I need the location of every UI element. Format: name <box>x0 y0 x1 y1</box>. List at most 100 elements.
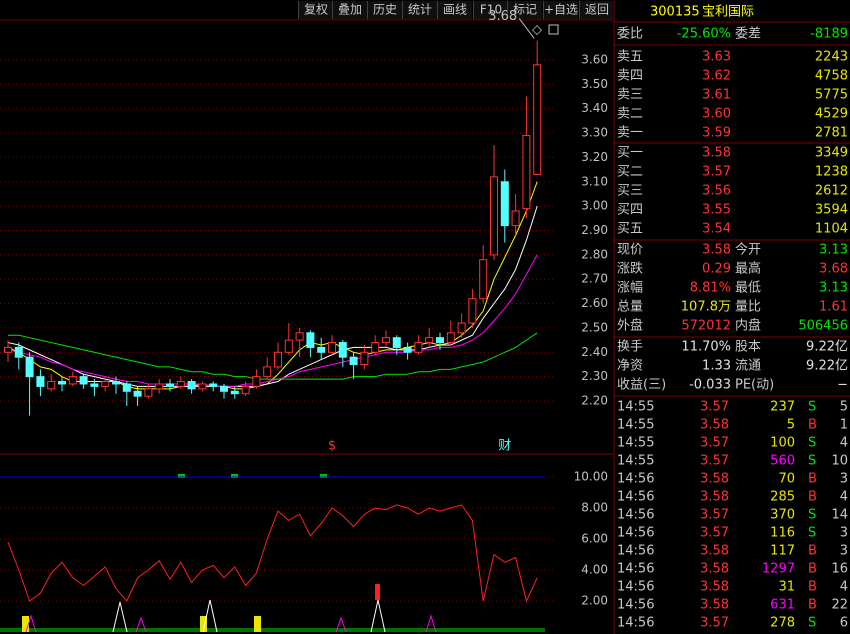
stock-name: 宝利国际 <box>702 5 754 20</box>
trade-time: 14:56 <box>617 562 654 577</box>
signal <box>202 599 218 633</box>
toolbar-button[interactable] <box>508 1 542 19</box>
candle-body <box>479 259 488 300</box>
field-label: 内盘 <box>735 318 761 334</box>
toolbar-label[interactable]: F10 <box>480 3 502 17</box>
field-value: 9.22亿 <box>806 359 848 374</box>
book-volume: 4758 <box>815 69 848 84</box>
candle-body <box>68 376 77 385</box>
y-tick-label: 2.50 <box>581 320 608 334</box>
candle-body <box>511 210 520 227</box>
book-volume: 3349 <box>815 146 848 161</box>
trade-volume: 560 <box>770 454 795 469</box>
ma-line <box>7 254 538 387</box>
candle-body <box>220 385 228 392</box>
field-label: 收益(三) <box>617 378 666 393</box>
y-tick-label: 3.50 <box>581 77 608 91</box>
field-label: 换手 <box>617 340 643 355</box>
toolbar-label[interactable]: 复权 <box>304 3 328 17</box>
trade-count: 22 <box>831 598 848 613</box>
candle-body <box>101 381 110 387</box>
trade-price: 3.58 <box>700 544 729 559</box>
book-label: 卖二 <box>617 107 643 122</box>
trade-time: 14:55 <box>617 400 654 415</box>
book-volume: 3594 <box>815 203 848 218</box>
candle-body <box>317 346 326 353</box>
candle-body <box>349 356 358 365</box>
trade-price: 3.57 <box>700 616 729 631</box>
candle-body <box>230 390 239 395</box>
candle-body <box>144 388 153 397</box>
candle-body <box>176 381 185 387</box>
indicator-line <box>7 504 538 603</box>
candle-body <box>457 322 466 334</box>
toolbar-button[interactable] <box>333 1 367 19</box>
field-value: 3.68 <box>819 262 848 277</box>
trade-price: 3.58 <box>700 580 729 595</box>
trade-volume: 285 <box>770 490 795 505</box>
toolbar-button[interactable] <box>403 1 437 19</box>
candle-body <box>306 332 315 348</box>
toolbar-label[interactable]: 画线 <box>443 3 467 17</box>
candle-body <box>155 383 164 390</box>
trade-volume: 70 <box>778 472 795 487</box>
signal <box>178 474 185 478</box>
field-label: 外盘 <box>617 318 643 334</box>
candle-body <box>166 383 174 387</box>
book-price: 3.54 <box>702 222 731 237</box>
book-price: 3.58 <box>702 146 731 161</box>
field-value: 506456 <box>798 319 848 334</box>
toolbar-button[interactable] <box>474 1 508 19</box>
field-label: 总量 <box>617 300 643 315</box>
toolbar-button[interactable] <box>368 1 402 19</box>
trade-count: 1 <box>840 418 848 433</box>
trade-side: S <box>808 508 816 523</box>
book-price: 3.60 <box>702 107 731 122</box>
toolbar-label[interactable]: +自选 <box>544 3 578 17</box>
book-price: 3.59 <box>702 126 731 141</box>
book-label: 买三 <box>617 184 643 199</box>
candle-body <box>241 385 250 395</box>
y-tick-label: 2.90 <box>581 223 608 237</box>
toolbar-label[interactable]: 统计 <box>408 3 432 17</box>
toolbar-button[interactable] <box>299 1 333 19</box>
signal <box>200 616 207 632</box>
trade-time: 14:56 <box>617 508 654 523</box>
book-label: 买四 <box>617 203 643 218</box>
candle-body <box>274 351 282 368</box>
trade-count: 5 <box>840 400 848 415</box>
book-price: 3.63 <box>702 50 731 65</box>
trade-volume: 5 <box>787 418 795 433</box>
field-label: 最低 <box>735 281 761 296</box>
candle-body <box>371 342 380 353</box>
toolbar-label[interactable]: 返回 <box>585 3 609 17</box>
signal <box>25 614 37 633</box>
trade-count: 3 <box>840 526 848 541</box>
candle-body <box>490 176 498 256</box>
toolbar-label[interactable]: 标记 <box>513 3 537 17</box>
field-label: 委差 <box>735 27 761 42</box>
trade-count: 3 <box>840 472 848 487</box>
toolbar-button[interactable] <box>544 1 578 19</box>
book-label: 买一 <box>617 146 643 161</box>
toolbar-button[interactable] <box>580 1 614 19</box>
book-price: 3.57 <box>702 165 731 180</box>
trade-price: 3.57 <box>700 436 729 451</box>
trade-price: 3.57 <box>700 400 729 415</box>
toolbar-button[interactable] <box>438 1 472 19</box>
trade-time: 14:56 <box>617 490 654 505</box>
event-marker: $ <box>328 439 336 454</box>
signal <box>335 616 347 633</box>
trade-side: S <box>808 436 816 451</box>
book-volume: 1104 <box>815 222 848 237</box>
book-volume: 4529 <box>815 107 848 122</box>
field-value: 3.13 <box>819 281 848 296</box>
toolbar-label[interactable]: 叠加 <box>338 3 362 17</box>
field-value: 3.13 <box>819 243 848 258</box>
candle-body <box>382 337 390 344</box>
y-tick-label: 3.30 <box>581 126 608 140</box>
toolbar-label[interactable]: 历史 <box>373 3 397 17</box>
candle-body <box>209 383 218 387</box>
field-value: -25.60% <box>677 27 731 42</box>
